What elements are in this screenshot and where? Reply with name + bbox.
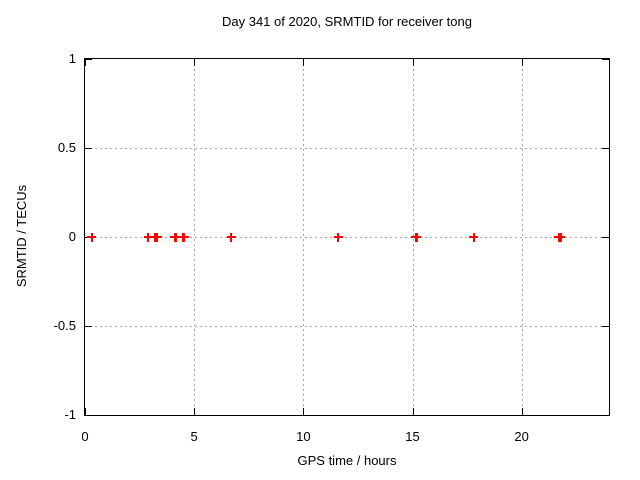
y-tick-label: 1: [68, 51, 76, 66]
data-point-marker: [469, 232, 479, 242]
y-tick: [85, 59, 92, 60]
y-tick-label: -0.5: [53, 318, 76, 333]
x-tick: [303, 59, 305, 66]
h-gridline: [85, 237, 609, 238]
x-tick: [194, 408, 196, 415]
y-tick: [602, 148, 609, 149]
data-point-marker: [226, 232, 236, 242]
y-tick: [602, 59, 609, 60]
x-tick-label: 10: [296, 429, 311, 444]
y-tick: [85, 148, 92, 149]
chart-title: Day 341 of 2020, SRMTID for receiver ton…: [221, 14, 472, 29]
x-tick: [194, 59, 196, 66]
x-tick: [85, 408, 86, 415]
data-point-marker: [143, 232, 153, 242]
data-point-marker: [179, 232, 189, 242]
y-tick-label: 0: [68, 229, 76, 244]
y-tick-label: 0.5: [57, 140, 76, 155]
h-gridline: [85, 326, 609, 327]
data-point-marker: [556, 232, 566, 242]
x-tick-label: 15: [405, 429, 420, 444]
y-tick-label: -1: [64, 407, 76, 422]
x-tick: [521, 59, 523, 66]
x-axis-label: GPS time / hours: [297, 453, 397, 468]
data-point-marker: [333, 232, 343, 242]
data-point-marker: [152, 232, 162, 242]
y-tick: [602, 237, 609, 238]
x-tick: [412, 59, 414, 66]
plot-area: 0 5 10 15 20 -1 -0.5 0 0.5 1: [54, 51, 610, 444]
data-point-marker: [412, 232, 422, 242]
x-tick: [85, 59, 86, 66]
x-tick-label: 0: [81, 429, 89, 444]
data-point-marker: [87, 232, 97, 242]
x-tick-label: 5: [190, 429, 198, 444]
y-tick: [85, 415, 92, 416]
x-tick: [412, 408, 414, 415]
y-tick: [85, 326, 92, 327]
x-tick: [521, 408, 523, 415]
y-tick: [602, 415, 609, 416]
y-tick: [602, 326, 609, 327]
h-gridline: [85, 148, 609, 149]
x-tick: [303, 408, 305, 415]
data-point-marker: [171, 232, 181, 242]
x-tick-label: 20: [514, 429, 529, 444]
